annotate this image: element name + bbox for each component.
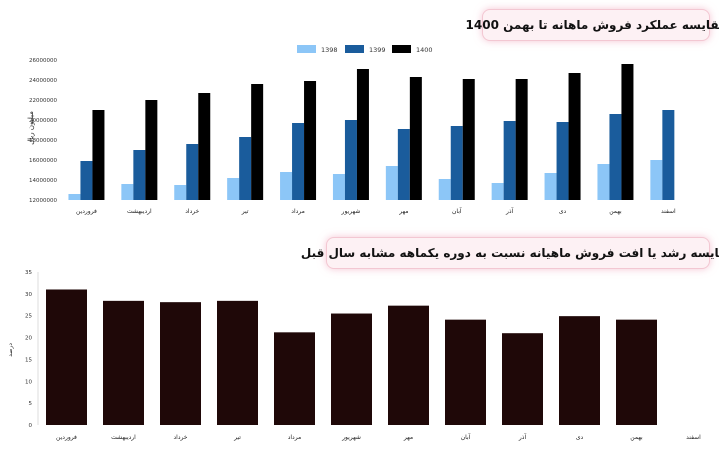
growth-x-tick-label: خرداد [173, 434, 187, 441]
growth-x-tick-label: شهریور [341, 434, 361, 441]
sales-bar-1399 [397, 129, 410, 200]
sales-y-tick-label: 14000000 [29, 178, 57, 184]
sales-y-tick-label: 16000000 [29, 158, 57, 164]
sales-bar-1399 [556, 122, 569, 200]
growth-x-tick-label: مهر [403, 434, 413, 441]
sales-bar-1398 [174, 185, 187, 200]
sales-bar-1400 [356, 69, 369, 200]
sales-bar-1399 [344, 120, 357, 200]
sales-x-tick-label: خرداد [185, 208, 199, 215]
sales-bar-1398 [544, 173, 557, 200]
sales-x-tick-label: اردیبهشت [127, 208, 152, 215]
sales-bar-1398 [650, 160, 663, 200]
sales-x-tick-label: دی [559, 208, 567, 215]
sales-bar-1400 [462, 79, 475, 200]
growth-y-tick-label: 20 [25, 336, 32, 342]
legend-label-1400: 1400 [416, 46, 433, 54]
growth-x-tick-label: آبان [461, 432, 471, 441]
sales-bar-1400 [409, 77, 422, 200]
sales-y-tick-label: 12000000 [29, 198, 57, 204]
legend-swatch-1398 [297, 45, 316, 53]
growth-x-tick-label: دی [576, 434, 584, 441]
sales-bar-1398 [227, 178, 240, 200]
sales-x-tick-label: بهمن [609, 208, 622, 215]
sales-bar-1400 [145, 100, 158, 200]
growth-y-tick-label: 25 [25, 314, 32, 320]
sales-bar-1398 [385, 166, 398, 200]
growth-y-tick-label: 30 [25, 292, 32, 298]
sales-y-axis-label: میلیون ریال [27, 111, 35, 145]
growth-y-tick-label: 5 [29, 401, 33, 407]
growth-bar [217, 300, 258, 425]
legend-swatch-1399 [345, 45, 364, 53]
sales-bar-1398 [438, 179, 451, 200]
growth-y-tick-label: 15 [25, 357, 32, 363]
growth-y-tick-label: 10 [25, 379, 32, 385]
growth-x-tick-label: آذر [518, 432, 527, 441]
legend-label-1398: 1398 [321, 46, 338, 54]
sales-bar-1400 [621, 64, 634, 200]
growth-bar [46, 289, 87, 425]
sales-bar-1399 [450, 126, 463, 200]
sales-bar-1400 [198, 93, 211, 200]
growth-bar [616, 319, 657, 425]
sales-bar-1398 [280, 172, 293, 200]
sales-bar-1400 [304, 81, 317, 200]
growth-x-tick-label: بهمن [630, 434, 643, 441]
sales-chart-title: مقایسه عملکرد فروش ماهانه تا بهمن 1400 [466, 9, 719, 41]
sales-bar-1399 [503, 121, 516, 200]
growth-chart-title: مقایسه رشد یا افت فروش ماهیانه نسبت به د… [301, 237, 719, 269]
growth-y-axis-label: درصد [7, 343, 14, 357]
growth-bar [445, 319, 486, 425]
sales-bar-1399 [133, 150, 146, 200]
sales-bar-1399 [239, 137, 252, 200]
growth-bar [502, 333, 543, 425]
sales-bar-1398 [491, 183, 504, 200]
sales-y-tick-label: 20000000 [29, 118, 57, 124]
growth-y-tick-label: 0 [29, 423, 33, 429]
sales-y-tick-label: 24000000 [29, 78, 57, 84]
sales-x-tick-label: اسفند [661, 208, 676, 215]
growth-x-tick-label: اسفند [686, 434, 701, 441]
sales-bar-1400 [568, 73, 581, 200]
sales-bar-1398 [68, 194, 81, 200]
growth-bar [103, 300, 144, 425]
sales-y-tick-label: 26000000 [29, 58, 57, 64]
sales-x-tick-label: شهریور [341, 208, 361, 215]
growth-x-tick-label: تیر [233, 434, 241, 441]
growth-bar [160, 302, 201, 425]
sales-bar-1399 [292, 123, 305, 200]
legend-label-1399: 1399 [369, 46, 386, 54]
sales-bar-1400 [515, 79, 528, 200]
sales-bar-1399 [80, 161, 93, 200]
sales-bar-1398 [332, 174, 345, 200]
growth-x-tick-label: مرداد [288, 434, 302, 441]
sales-bar-1398 [597, 164, 610, 200]
growth-bar [388, 305, 429, 425]
monthly-sales-chart: میلیون ریال 12000000 14000000 16000000 1800… [27, 45, 676, 215]
sales-x-tick-label: تیر [241, 208, 249, 215]
sales-y-tick-label: 18000000 [29, 138, 57, 144]
growth-bar [331, 313, 372, 425]
sales-bar-1399 [609, 114, 622, 200]
growth-x-tick-label: اردیبهشت [111, 434, 136, 441]
sales-bar-1400 [92, 110, 105, 200]
growth-y-tick-label: 35 [25, 270, 32, 276]
sales-x-tick-label: مرداد [291, 208, 305, 215]
sales-x-tick-label: آبان [452, 206, 462, 215]
growth-x-tick-label: فروردین [56, 434, 77, 441]
sales-x-tick-label: آذر [505, 206, 514, 215]
growth-bar [274, 332, 315, 425]
sales-bar-1399 [186, 144, 199, 200]
sales-x-tick-label: فروردین [76, 208, 97, 215]
legend-swatch-1400 [392, 45, 411, 53]
sales-y-tick-label: 22000000 [29, 98, 57, 104]
sales-bar-1399 [662, 110, 675, 200]
sales-bar-1400 [251, 84, 264, 200]
sales-bar-1398 [121, 184, 134, 200]
sales-x-tick-label: مهر [398, 208, 408, 215]
growth-bar [559, 316, 600, 425]
